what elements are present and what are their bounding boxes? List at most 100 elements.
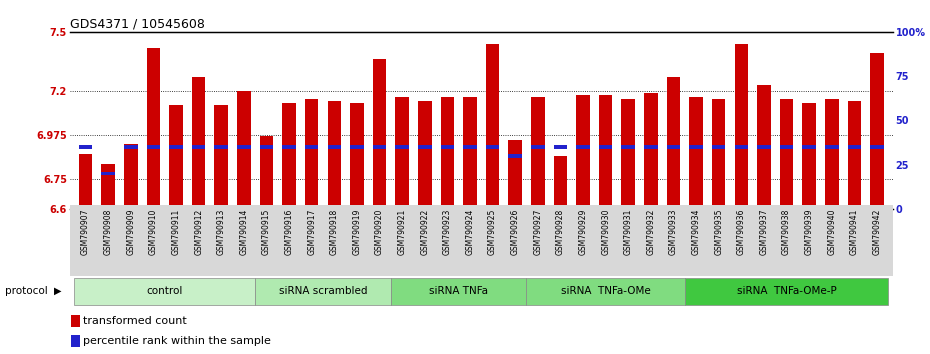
Text: GSM790927: GSM790927 [533, 209, 542, 255]
FancyBboxPatch shape [255, 278, 391, 305]
Bar [463, 145, 477, 149]
Bar [711, 99, 725, 209]
Text: GDS4371 / 10545608: GDS4371 / 10545608 [70, 18, 205, 31]
Bar [418, 145, 432, 149]
Text: siRNA  TNFa-OMe: siRNA TNFa-OMe [561, 286, 650, 296]
Bar [350, 103, 364, 209]
Bar [689, 145, 703, 149]
Text: GSM790910: GSM790910 [149, 209, 158, 255]
Bar [644, 93, 658, 209]
Bar [237, 145, 251, 149]
Bar [395, 145, 409, 149]
Bar [305, 145, 318, 149]
Bar [373, 59, 386, 209]
Text: GSM790937: GSM790937 [760, 209, 768, 255]
Bar [870, 145, 883, 149]
Bar [599, 95, 613, 209]
Bar [825, 145, 839, 149]
Bar [509, 140, 522, 209]
Text: GSM790921: GSM790921 [398, 209, 406, 255]
Bar [259, 136, 273, 209]
Bar [147, 47, 160, 209]
Bar [870, 53, 883, 209]
Bar [169, 145, 183, 149]
Bar [79, 154, 92, 209]
Text: GSM790933: GSM790933 [669, 209, 678, 255]
Bar [485, 145, 499, 149]
Text: GSM790916: GSM790916 [285, 209, 294, 255]
Bar [72, 335, 80, 347]
Text: GSM790924: GSM790924 [466, 209, 474, 255]
Text: GSM790909: GSM790909 [126, 209, 135, 255]
Text: GSM790941: GSM790941 [850, 209, 859, 255]
Bar [70, 205, 893, 276]
Text: GSM790917: GSM790917 [307, 209, 316, 255]
Text: GSM790911: GSM790911 [171, 209, 180, 255]
Bar [509, 154, 522, 158]
Bar [441, 145, 454, 149]
FancyBboxPatch shape [684, 278, 888, 305]
Bar [553, 156, 567, 209]
Text: siRNA TNFa: siRNA TNFa [429, 286, 488, 296]
Bar [101, 164, 115, 209]
Bar [463, 97, 477, 209]
Bar [711, 145, 725, 149]
Text: GSM790928: GSM790928 [556, 209, 565, 255]
Text: ▶: ▶ [54, 286, 61, 296]
Text: GSM790919: GSM790919 [352, 209, 362, 255]
Text: protocol: protocol [5, 286, 47, 296]
Bar [779, 99, 793, 209]
Text: GSM790922: GSM790922 [420, 209, 430, 255]
Bar [847, 145, 861, 149]
Bar [124, 144, 138, 209]
Text: siRNA  TNFa-OMe-P: siRNA TNFa-OMe-P [737, 286, 836, 296]
Text: GSM790907: GSM790907 [81, 209, 90, 255]
Text: GSM790918: GSM790918 [330, 209, 339, 255]
Text: GSM790939: GSM790939 [804, 209, 814, 255]
Text: GSM790923: GSM790923 [443, 209, 452, 255]
Bar [689, 97, 703, 209]
Text: GSM790931: GSM790931 [624, 209, 632, 255]
Text: control: control [147, 286, 183, 296]
Bar [327, 145, 341, 149]
Bar [531, 145, 545, 149]
Bar [757, 85, 771, 209]
Bar [79, 145, 92, 149]
Bar [350, 145, 364, 149]
Bar [644, 145, 658, 149]
Text: GSM790920: GSM790920 [375, 209, 384, 255]
Bar [215, 145, 228, 149]
Bar [305, 99, 318, 209]
Bar [283, 103, 296, 209]
Text: GSM790938: GSM790938 [782, 209, 791, 255]
Text: GSM790912: GSM790912 [194, 209, 203, 255]
Text: GSM790930: GSM790930 [601, 209, 610, 255]
Bar [735, 145, 748, 149]
Bar [757, 145, 771, 149]
Bar [779, 145, 793, 149]
Bar [577, 145, 590, 149]
Bar [553, 145, 567, 149]
Bar [485, 44, 499, 209]
Bar [803, 145, 816, 149]
Text: GSM790936: GSM790936 [737, 209, 746, 255]
Bar [621, 145, 635, 149]
Bar [735, 44, 748, 209]
Text: GSM790935: GSM790935 [714, 209, 724, 255]
Bar [72, 315, 80, 327]
Text: GSM790940: GSM790940 [828, 209, 836, 255]
Bar [577, 95, 590, 209]
Text: siRNA scrambled: siRNA scrambled [279, 286, 367, 296]
Bar [395, 97, 409, 209]
Bar [101, 172, 115, 175]
Text: GSM790934: GSM790934 [692, 209, 700, 255]
Bar [803, 103, 816, 209]
Bar [283, 145, 296, 149]
Text: GSM790908: GSM790908 [103, 209, 113, 255]
Bar [667, 145, 680, 149]
Bar [147, 145, 160, 149]
Bar [192, 145, 206, 149]
Bar [259, 145, 273, 149]
Text: GSM790925: GSM790925 [488, 209, 497, 255]
Bar [373, 145, 386, 149]
